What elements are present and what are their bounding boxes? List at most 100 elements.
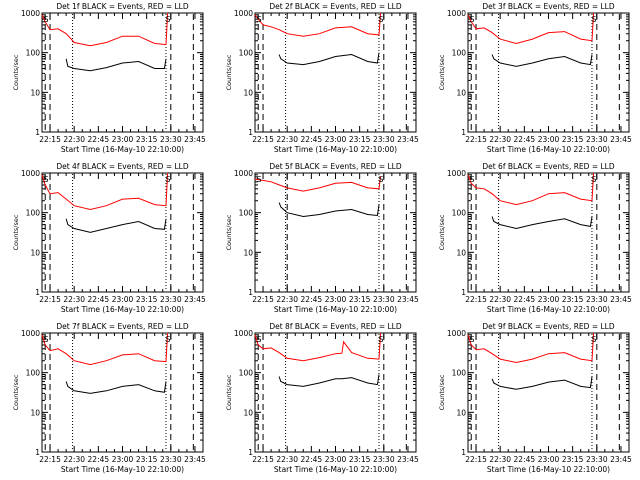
- chart-title: Det 4f BLACK = Events, RED = LLD: [56, 162, 189, 171]
- x-tick-label: 23:45: [397, 455, 419, 464]
- x-tick-label: 23:00: [325, 295, 347, 304]
- x-tick-label: 23:15: [349, 135, 371, 144]
- x-tick-label: 23:30: [160, 135, 182, 144]
- plot-frame: [254, 332, 417, 453]
- plot-frame: [254, 172, 417, 293]
- x-tick-label: 22:30: [489, 135, 511, 144]
- chart-title: Det 3f BLACK = Events, RED = LLD: [482, 2, 615, 11]
- y-tick-label: 1000: [447, 169, 466, 178]
- x-axis-label: Start Time (16-May-10 22:10:00): [61, 145, 184, 154]
- x-tick-label: 23:45: [610, 455, 632, 464]
- lld-series-line: [467, 172, 595, 206]
- x-tick-label: 22:45: [301, 455, 323, 464]
- x-tick-label: 23:15: [349, 455, 371, 464]
- plot-frame: [41, 12, 204, 133]
- y-tick-label: 100: [452, 209, 467, 218]
- lld-series-line: [41, 172, 169, 211]
- y-tick-label: 10: [456, 248, 466, 257]
- y-tick-label: 1000: [21, 9, 40, 18]
- lld-series-line: [41, 12, 169, 47]
- x-tick-label: 23:15: [349, 295, 371, 304]
- y-tick-label: 1000: [234, 9, 253, 18]
- x-tick-label: 22:15: [465, 135, 487, 144]
- x-tick-label: 22:15: [252, 135, 274, 144]
- saa-marker: S: [43, 335, 48, 344]
- y-axis-label: Counts/sec: [438, 214, 446, 250]
- plot-frame: [41, 332, 204, 453]
- x-tick-label: 22:15: [252, 295, 274, 304]
- chart-panel: Det 9f BLACK = Events, RED = LLD 1 10 100 10…: [438, 322, 632, 474]
- saa-marker: S: [591, 15, 596, 24]
- y-tick-label: 100: [26, 49, 41, 58]
- x-tick-label: 23:45: [610, 135, 632, 144]
- y-axis-label: Counts/sec: [225, 54, 233, 90]
- x-axis-label: Start Time (16-May-10 22:10:00): [61, 465, 184, 474]
- x-tick-label: 22:45: [301, 295, 323, 304]
- x-tick-label: 22:15: [252, 455, 274, 464]
- saa-marker: S: [256, 335, 261, 344]
- y-tick-label: 1: [461, 128, 466, 137]
- y-tick-label: 1000: [447, 9, 466, 18]
- lld-series-line: [254, 12, 382, 37]
- chart-panel: Det 8f BLACK = Events, RED = LLD 1 10 100 10…: [225, 322, 419, 474]
- x-tick-label: 23:45: [184, 455, 206, 464]
- x-tick-label: 22:15: [39, 135, 61, 144]
- lld-series-line: [41, 332, 169, 366]
- y-tick-label: 100: [452, 369, 467, 378]
- x-tick-label: 23:15: [562, 295, 584, 304]
- chart-panel: Det 4f BLACK = Events, RED = LLD 1 10 100 10…: [12, 162, 206, 314]
- chart-panel: Det 5f BLACK = Events, RED = LLD 1 10 100 10…: [225, 162, 419, 314]
- x-axis-label: Start Time (16-May-10 22:10:00): [61, 305, 184, 314]
- saa-marker: S: [378, 175, 383, 184]
- y-tick-label: 1: [461, 288, 466, 297]
- x-tick-label: 23:45: [610, 295, 632, 304]
- y-axis-label: Counts/sec: [12, 54, 20, 90]
- saa-marker: S: [469, 335, 474, 344]
- chart-panel: Det 6f BLACK = Events, RED = LLD 1 10 100 10…: [438, 162, 632, 314]
- x-tick-label: 22:30: [63, 455, 85, 464]
- saa-marker: S: [43, 175, 48, 184]
- events-series-line: [278, 202, 380, 218]
- y-tick-label: 10: [30, 408, 40, 417]
- y-tick-label: 10: [243, 248, 253, 257]
- x-tick-label: 23:15: [136, 455, 158, 464]
- x-tick-label: 22:45: [301, 135, 323, 144]
- x-axis-label: Start Time (16-May-10 22:10:00): [274, 145, 397, 154]
- x-tick-label: 22:45: [514, 295, 536, 304]
- plot-frame: [41, 172, 204, 293]
- events-series-line: [65, 58, 167, 72]
- y-tick-label: 1000: [21, 329, 40, 338]
- y-tick-label: 10: [456, 88, 466, 97]
- saa-marker: S: [165, 15, 170, 24]
- x-axis-label: Start Time (16-May-10 22:10:00): [274, 305, 397, 314]
- chart-title: Det 2f BLACK = Events, RED = LLD: [269, 2, 402, 11]
- chart-panel: Det 3f BLACK = Events, RED = LLD 1 10 100 10…: [438, 2, 632, 154]
- events-series-line: [278, 52, 380, 66]
- y-tick-label: 100: [26, 209, 41, 218]
- x-tick-label: 23:00: [112, 455, 134, 464]
- plot-frame: [467, 12, 630, 133]
- saa-marker: S: [43, 15, 48, 24]
- chart-title: Det 5f BLACK = Events, RED = LLD: [269, 162, 402, 171]
- y-tick-label: 1000: [234, 169, 253, 178]
- plot-frame: [467, 332, 630, 453]
- y-axis-label: Counts/sec: [12, 214, 20, 250]
- x-tick-label: 23:00: [538, 455, 560, 464]
- y-tick-label: 1000: [234, 329, 253, 338]
- x-axis-label: Start Time (16-May-10 22:10:00): [487, 305, 610, 314]
- saa-marker: S: [256, 15, 261, 24]
- y-tick-label: 1: [248, 128, 253, 137]
- saa-marker: S: [591, 175, 596, 184]
- x-tick-label: 22:30: [489, 295, 511, 304]
- x-tick-label: 23:00: [112, 295, 134, 304]
- chart-title: Det 8f BLACK = Events, RED = LLD: [269, 322, 402, 331]
- chart-panel: Det 1f BLACK = Events, RED = LLD 1 10 100 10…: [12, 2, 206, 154]
- events-series-line: [65, 381, 167, 394]
- x-tick-label: 23:30: [160, 455, 182, 464]
- y-axis-label: Counts/sec: [225, 374, 233, 410]
- chart-title: Det 9f BLACK = Events, RED = LLD: [482, 322, 615, 331]
- x-tick-label: 23:00: [325, 455, 347, 464]
- x-axis-label: Start Time (16-May-10 22:10:00): [487, 145, 610, 154]
- y-tick-label: 100: [239, 369, 254, 378]
- y-tick-label: 1: [35, 448, 40, 457]
